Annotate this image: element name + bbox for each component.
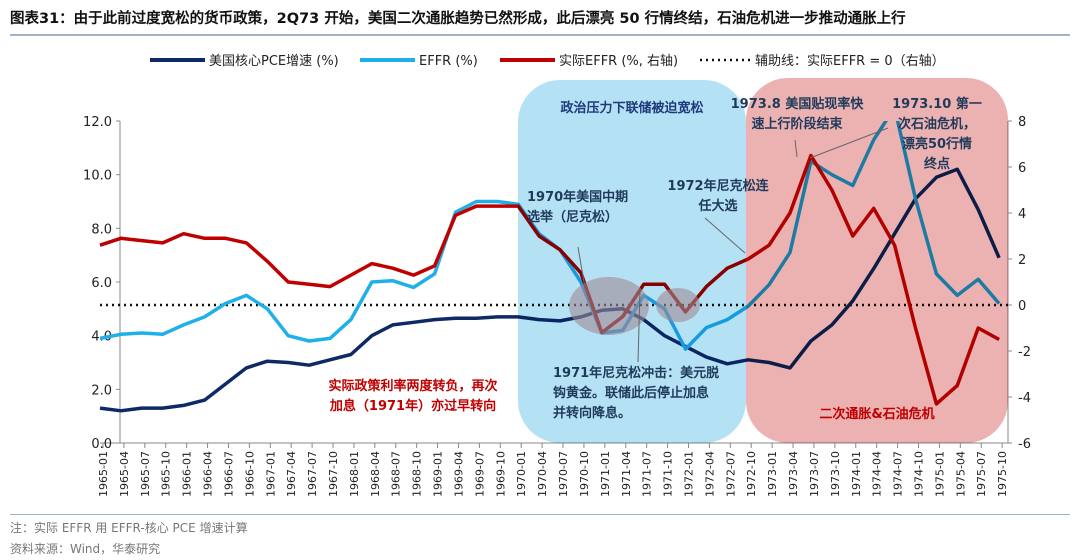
x-tick-label: 1975-10	[996, 451, 1009, 497]
annotation-leader-line	[637, 289, 641, 363]
x-tick-label: 1971-01	[599, 451, 612, 497]
x-tick-label: 1973-01	[766, 451, 779, 497]
x-tick-label: 1970-04	[536, 451, 549, 497]
chart: 0.02.04.06.08.010.012.0-6-4-2024681965-0…	[83, 54, 1031, 497]
annotation-leader-line	[809, 127, 889, 159]
x-tick-label: 1975-04	[954, 451, 967, 497]
annotation-leader-line	[577, 246, 586, 289]
x-tick-label: 1967-10	[327, 451, 340, 497]
annotation-1971: 1971年尼克松冲击：美元脱	[553, 365, 719, 381]
annotation-blue-region: 政治压力下联储被迫宽松	[560, 100, 703, 116]
annotation-leader-line	[794, 139, 798, 158]
legend-effr: EFFR (%)	[419, 54, 478, 69]
x-tick-label: 1966-04	[202, 451, 215, 497]
x-tick-label: 1972-01	[682, 451, 695, 497]
y2-tick-label: -4	[1018, 391, 1031, 406]
x-tick-label: 1966-10	[243, 451, 256, 497]
x-tick-label: 1965-10	[160, 451, 173, 497]
legend-zero: 辅助线：实际EFFR = 0（右轴）	[755, 54, 945, 69]
footnote: 注：实际 EFFR 用 EFFR-核心 PCE 增速计算	[10, 521, 248, 535]
annotation-1973-10: 1973.10 第一	[892, 96, 982, 112]
annotation-negative-rate: 实际政策利率两度转负，再次	[328, 378, 497, 394]
x-tick-label: 1969-07	[473, 451, 486, 497]
legend-core-pce: 美国核心PCE增速 (%)	[209, 54, 339, 69]
x-tick-label: 1967-07	[306, 451, 319, 497]
region-blue	[518, 80, 746, 443]
legend-real-effr: 实际EFFR (%, 右轴)	[559, 54, 678, 69]
x-tick-label: 1970-01	[515, 451, 528, 497]
x-tick-label: 1971-10	[662, 451, 675, 497]
annotation-1970: 1970年美国中期	[527, 189, 628, 205]
y-tick-label: 8.0	[91, 222, 112, 237]
x-tick-label: 1968-01	[348, 451, 361, 497]
x-tick-label: 1975-07	[975, 451, 988, 497]
x-tick-label: 1966-01	[181, 451, 194, 497]
footer-divider	[10, 514, 1070, 515]
source-note: 资料来源：Wind，华泰研究	[10, 542, 161, 556]
highlight-ellipse-1971	[569, 277, 649, 335]
x-tick-label: 1974-10	[912, 451, 925, 497]
x-tick-label: 1969-01	[432, 451, 445, 497]
x-tick-label: 1969-10	[494, 451, 507, 497]
highlight-ellipse-1972	[656, 288, 700, 322]
x-tick-label: 1969-04	[452, 451, 465, 497]
x-tick-label: 1972-10	[745, 451, 758, 497]
x-tick-label: 1965-01	[97, 451, 110, 497]
x-tick-label: 1967-04	[285, 451, 298, 497]
y-tick-label: 6.0	[91, 276, 112, 291]
x-tick-label: 1965-04	[118, 451, 131, 497]
y-tick-label: 10.0	[83, 169, 112, 184]
y2-tick-label: 6	[1018, 161, 1026, 176]
x-tick-label: 1971-04	[620, 451, 633, 497]
annotation-negative-rate: 加息（1971年）亦过早转向	[329, 398, 496, 414]
x-tick-label: 1974-01	[850, 451, 863, 497]
x-tick-label: 1970-10	[578, 451, 591, 497]
annotation-1973-10: 次石油危机，	[898, 116, 976, 132]
x-tick-label: 1970-07	[557, 451, 570, 497]
y2-tick-label: 4	[1018, 207, 1026, 222]
title-divider	[10, 34, 1070, 36]
annotation-1972: 1972年尼克松连	[667, 178, 769, 194]
x-tick-label: 1966-07	[222, 451, 235, 497]
annotation-1973-10: 终点	[924, 156, 950, 172]
region-red	[746, 78, 1008, 443]
x-tick-label: 1968-07	[390, 451, 403, 497]
annotation-leader-line	[704, 217, 746, 254]
x-tick-label: 1968-04	[369, 451, 382, 497]
annotation-1971: 并转向降息。	[553, 405, 631, 421]
y-tick-label: 2.0	[91, 383, 112, 398]
y-tick-label: 12.0	[83, 115, 112, 130]
x-tick-label: 1973-10	[829, 451, 842, 497]
x-tick-label: 1975-01	[933, 451, 946, 497]
annotation-1972: 任大选	[697, 198, 737, 214]
x-tick-label: 1968-10	[411, 451, 424, 497]
y-tick-label: 0.0	[91, 437, 112, 452]
x-tick-label: 1973-07	[808, 451, 821, 497]
x-tick-label: 1974-07	[892, 451, 905, 497]
annotation-red-region: 二次通胀&石油危机	[819, 406, 934, 422]
y2-tick-label: 8	[1018, 115, 1026, 130]
x-tick-label: 1973-04	[787, 451, 800, 497]
x-tick-label: 1974-04	[871, 451, 884, 497]
annotation-1973-8: 速上行阶段结束	[751, 116, 843, 132]
annotation-1970: 选举（尼克松）	[527, 209, 618, 225]
y2-tick-label: 0	[1018, 299, 1026, 314]
y2-tick-label: -6	[1018, 437, 1031, 452]
annotation-1973-10: 漂亮50行情	[902, 136, 972, 152]
x-tick-label: 1965-07	[139, 451, 152, 497]
x-tick-label: 1972-04	[703, 451, 716, 497]
x-tick-label: 1971-07	[641, 451, 654, 497]
annotation-1971: 钩黄金。联储此后停止加息	[553, 385, 709, 401]
y2-tick-label: 2	[1018, 253, 1026, 268]
y2-tick-label: -2	[1018, 345, 1031, 360]
annotation-1973-8: 1973.8 美国贴现率快	[731, 96, 865, 112]
figure-title: 图表31：由于此前过度宽松的货币政策，2Q73 开始，美国二次通胀趋势已然形成，…	[10, 11, 906, 27]
x-tick-label: 1967-01	[264, 451, 277, 497]
x-tick-label: 1972-07	[724, 451, 737, 497]
